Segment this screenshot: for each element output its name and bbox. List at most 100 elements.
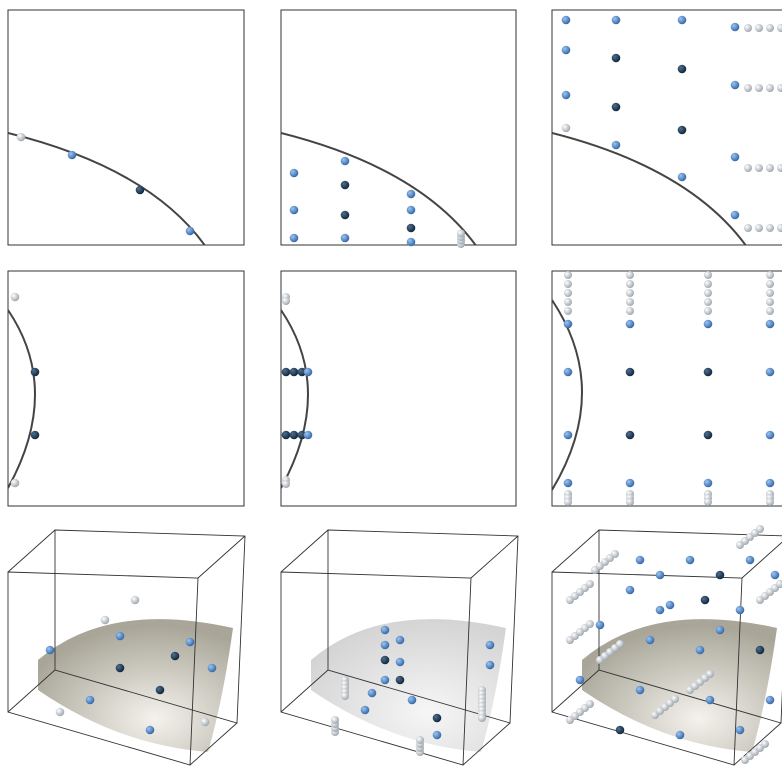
point — [755, 24, 763, 32]
cube-edge — [280, 669, 329, 713]
point — [704, 271, 712, 279]
cube-edge — [470, 535, 519, 579]
point — [340, 233, 350, 243]
point — [367, 688, 377, 698]
cubes — [7, 529, 782, 766]
point — [766, 498, 774, 506]
point — [704, 498, 712, 506]
point — [611, 140, 621, 150]
point — [766, 307, 774, 315]
point — [704, 289, 712, 297]
point — [115, 663, 125, 673]
point — [611, 15, 621, 25]
point — [735, 725, 745, 735]
point — [575, 675, 585, 685]
cube-edge — [7, 669, 56, 713]
point — [185, 637, 195, 647]
panel-frame — [280, 9, 517, 246]
point — [406, 189, 416, 199]
point — [744, 224, 752, 232]
point — [755, 645, 765, 655]
point — [765, 367, 775, 377]
point — [705, 695, 715, 705]
point — [765, 319, 775, 329]
point — [432, 730, 442, 740]
point — [407, 695, 417, 705]
surface — [582, 619, 777, 752]
point — [380, 655, 390, 665]
panel-frame — [280, 270, 517, 507]
point — [297, 430, 307, 440]
curve — [281, 132, 477, 245]
point — [185, 226, 195, 236]
point — [777, 24, 782, 32]
point — [615, 725, 625, 735]
point — [665, 600, 675, 610]
point — [626, 271, 634, 279]
curve — [552, 132, 747, 245]
point — [625, 319, 635, 329]
point — [564, 289, 572, 297]
point — [303, 430, 313, 440]
point — [730, 152, 740, 162]
point — [457, 229, 465, 238]
curve — [8, 132, 206, 245]
point — [30, 367, 40, 377]
point — [564, 280, 572, 288]
point — [303, 367, 313, 377]
point — [340, 156, 350, 166]
point — [416, 736, 424, 744]
point — [730, 22, 740, 32]
point — [744, 164, 752, 172]
point — [360, 705, 370, 715]
point — [563, 367, 573, 377]
cube-edge — [280, 529, 329, 573]
point — [766, 289, 774, 297]
surface — [311, 619, 506, 752]
point — [735, 605, 745, 615]
point — [677, 172, 687, 182]
point — [611, 102, 621, 112]
point — [766, 298, 774, 306]
point — [776, 580, 782, 588]
point — [586, 620, 594, 628]
point — [289, 367, 299, 377]
point — [626, 498, 634, 506]
point — [685, 555, 695, 565]
point — [730, 210, 740, 220]
point — [485, 660, 495, 670]
point — [289, 168, 299, 178]
point — [289, 430, 299, 440]
cube-edge — [197, 535, 246, 579]
point — [564, 271, 572, 279]
point — [703, 430, 713, 440]
point — [561, 90, 571, 100]
point — [340, 180, 350, 190]
point — [395, 657, 405, 667]
point — [100, 615, 110, 625]
point — [297, 367, 307, 377]
point — [340, 210, 350, 220]
point — [485, 640, 495, 650]
cube-edge — [7, 529, 56, 573]
point — [586, 580, 594, 588]
point — [777, 84, 782, 92]
point — [563, 319, 573, 329]
point — [756, 525, 764, 533]
point — [380, 625, 390, 635]
point — [200, 717, 210, 727]
point — [777, 164, 782, 172]
curve — [552, 299, 583, 491]
point — [677, 15, 687, 25]
point — [704, 307, 712, 315]
point — [745, 555, 755, 565]
curve — [281, 309, 309, 489]
point — [744, 84, 752, 92]
point — [671, 695, 679, 703]
point — [766, 224, 774, 232]
point — [282, 480, 290, 488]
point — [432, 713, 442, 723]
point — [130, 595, 140, 605]
